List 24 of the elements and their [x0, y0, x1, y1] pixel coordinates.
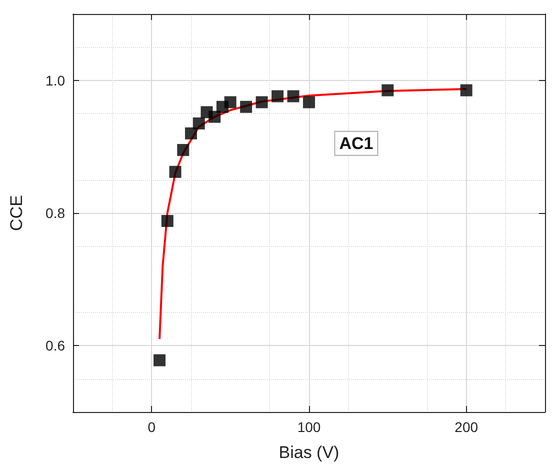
point [256, 96, 268, 108]
point [224, 96, 236, 108]
x-tick-label: 200 [454, 419, 478, 435]
x-tick-label: 0 [148, 419, 156, 435]
point [177, 144, 190, 156]
point [192, 117, 205, 130]
point [154, 354, 166, 366]
point [240, 100, 252, 113]
point [161, 214, 174, 227]
point [460, 84, 472, 96]
point [185, 127, 197, 140]
point [208, 110, 221, 123]
point [272, 90, 284, 102]
x-axis-title: Bias (V) [278, 443, 340, 462]
annotation: AC1 [339, 134, 374, 153]
point [287, 90, 300, 102]
x-tick-label: 100 [297, 419, 321, 435]
point [169, 166, 182, 178]
y-tick-label: 0.8 [46, 205, 66, 221]
point [382, 84, 394, 96]
y-axis-title: CCE [7, 195, 26, 231]
y-tick-label: 0.6 [46, 338, 66, 354]
y-tick-label: 1.0 [46, 72, 66, 88]
point [303, 96, 315, 108]
